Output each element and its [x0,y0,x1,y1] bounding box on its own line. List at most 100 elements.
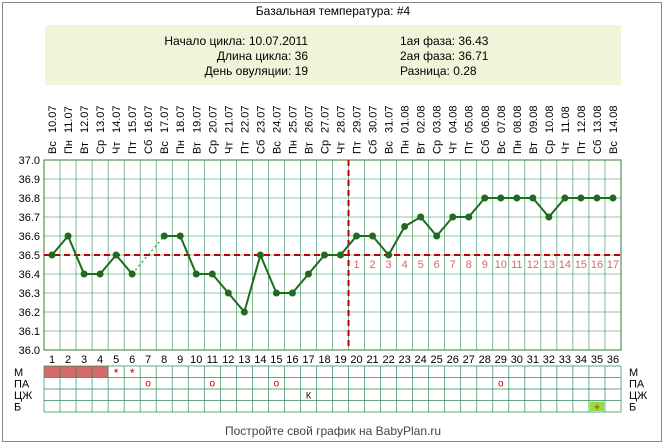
date-label: 11.07 [63,106,75,133]
temperature-point [545,213,553,221]
temperature-point [256,251,264,259]
row-label-left: ЦЖ [14,390,32,402]
menses-cell [92,366,109,378]
row-label-left: Б [14,402,21,414]
weekday-label: Вс [159,141,171,154]
weekday-label: Пн [63,140,75,154]
day-number-label: 32 [543,354,555,366]
row-label-right: М [629,367,638,379]
day-number-label: 12 [222,354,234,366]
temperature-point [272,289,280,297]
temperature-segment [243,254,262,313]
weekday-label: Пт [576,141,588,154]
cycle-length-text: Длина цикла: 36 [216,49,308,63]
temperature-point [160,232,168,240]
temperature-segment [115,254,133,275]
day-number-label: 14 [254,354,266,366]
day-number-label: 1 [49,354,55,366]
date-label: 13.07 [95,105,107,133]
temperature-point [401,223,409,230]
date-label: 12.07 [79,105,91,133]
temperature-segment [51,235,69,256]
date-label: 28.07 [336,105,348,133]
day-number-label: 9 [177,354,183,366]
row-label-right: Б [629,402,636,414]
day-number-label: 6 [129,354,135,366]
day-number-label: 19 [334,354,346,366]
row-label-left: ПА [14,379,30,391]
date-label: 24.07 [271,105,283,133]
temperature-point [288,289,296,297]
weekday-label: Ср [95,140,107,154]
spotting-mark: * [130,366,135,380]
temperature-point [224,289,232,297]
y-tick-label: 36.8 [19,193,40,205]
weekday-label: Вс [271,141,283,154]
temperature-segment [211,273,230,294]
phase2-day-label: 9 [482,259,488,271]
date-label: 05.08 [464,105,476,133]
temperature-point [609,194,617,202]
test-mark: + [594,402,600,414]
sex-mark: о [274,379,280,390]
temperature-segment [419,216,438,237]
weekday-label: Пн [175,140,187,154]
date-label: 26.07 [303,105,315,133]
weekday-label: Сб [143,140,155,154]
temperature-point [48,251,56,259]
weekday-label: Пт [464,141,476,154]
menses-cell [44,366,61,378]
temperature-point [208,270,216,278]
menses-cell [60,366,77,378]
temperature-point [417,213,425,221]
weekday-label: Пт [239,141,251,154]
date-label: 16.07 [143,105,155,133]
y-tick-label: 36.7 [19,212,40,224]
date-label: 17.07 [159,105,171,133]
date-label: 12.08 [576,105,588,133]
cycle-info-panel: Начало цикла: 10.07.2011 Длина цикла: 36… [45,25,621,85]
footer-link[interactable]: Постройте свой график на BabyPlan.ru [224,424,442,438]
y-tick-label: 37.0 [19,155,40,167]
temperature-point [513,194,521,202]
temperature-gap-segment [131,235,165,275]
date-label: 21.07 [223,105,235,133]
date-label: 07.08 [496,105,508,133]
temperature-point [593,194,601,202]
temperature-segment [548,197,566,218]
date-label: 25.07 [287,105,299,133]
day-number-label: 31 [527,354,539,366]
weekday-label: Ср [544,140,556,154]
temperature-segment [387,226,406,256]
row-label-left: М [14,367,23,379]
phase2-day-label: 15 [575,259,587,271]
weekday-label: Ср [319,140,331,154]
weekday-label: Вс [496,141,508,154]
weekday-label: Вс [608,141,620,154]
temperature-segment [339,235,358,256]
phase2-day-label: 12 [527,259,539,271]
day-number-label: 20 [350,354,362,366]
date-label: 18.07 [175,105,187,133]
day-number-label: 3 [81,354,87,366]
date-label: 22.07 [239,105,251,133]
weekday-label: Вт [528,142,540,154]
weekday-label: Чт [111,142,123,154]
weekday-label: Пт [352,141,364,154]
temperature-segment [259,254,278,294]
y-tick-label: 36.6 [19,231,40,243]
weekday-label: Чт [223,142,235,154]
temperature-point [561,194,569,202]
date-label: 19.07 [191,105,203,133]
phase2-day-label: 11 [511,259,522,271]
temperature-point [481,194,489,202]
temperature-point [64,232,72,240]
day-number-label: 30 [511,354,523,366]
menses-cell [76,366,93,378]
day-number-label: 23 [399,354,411,366]
date-label: 11.08 [560,106,572,133]
phase2-day-label: 1 [353,259,359,271]
temperature-segment [67,235,85,275]
day-number-label: 24 [415,354,427,366]
